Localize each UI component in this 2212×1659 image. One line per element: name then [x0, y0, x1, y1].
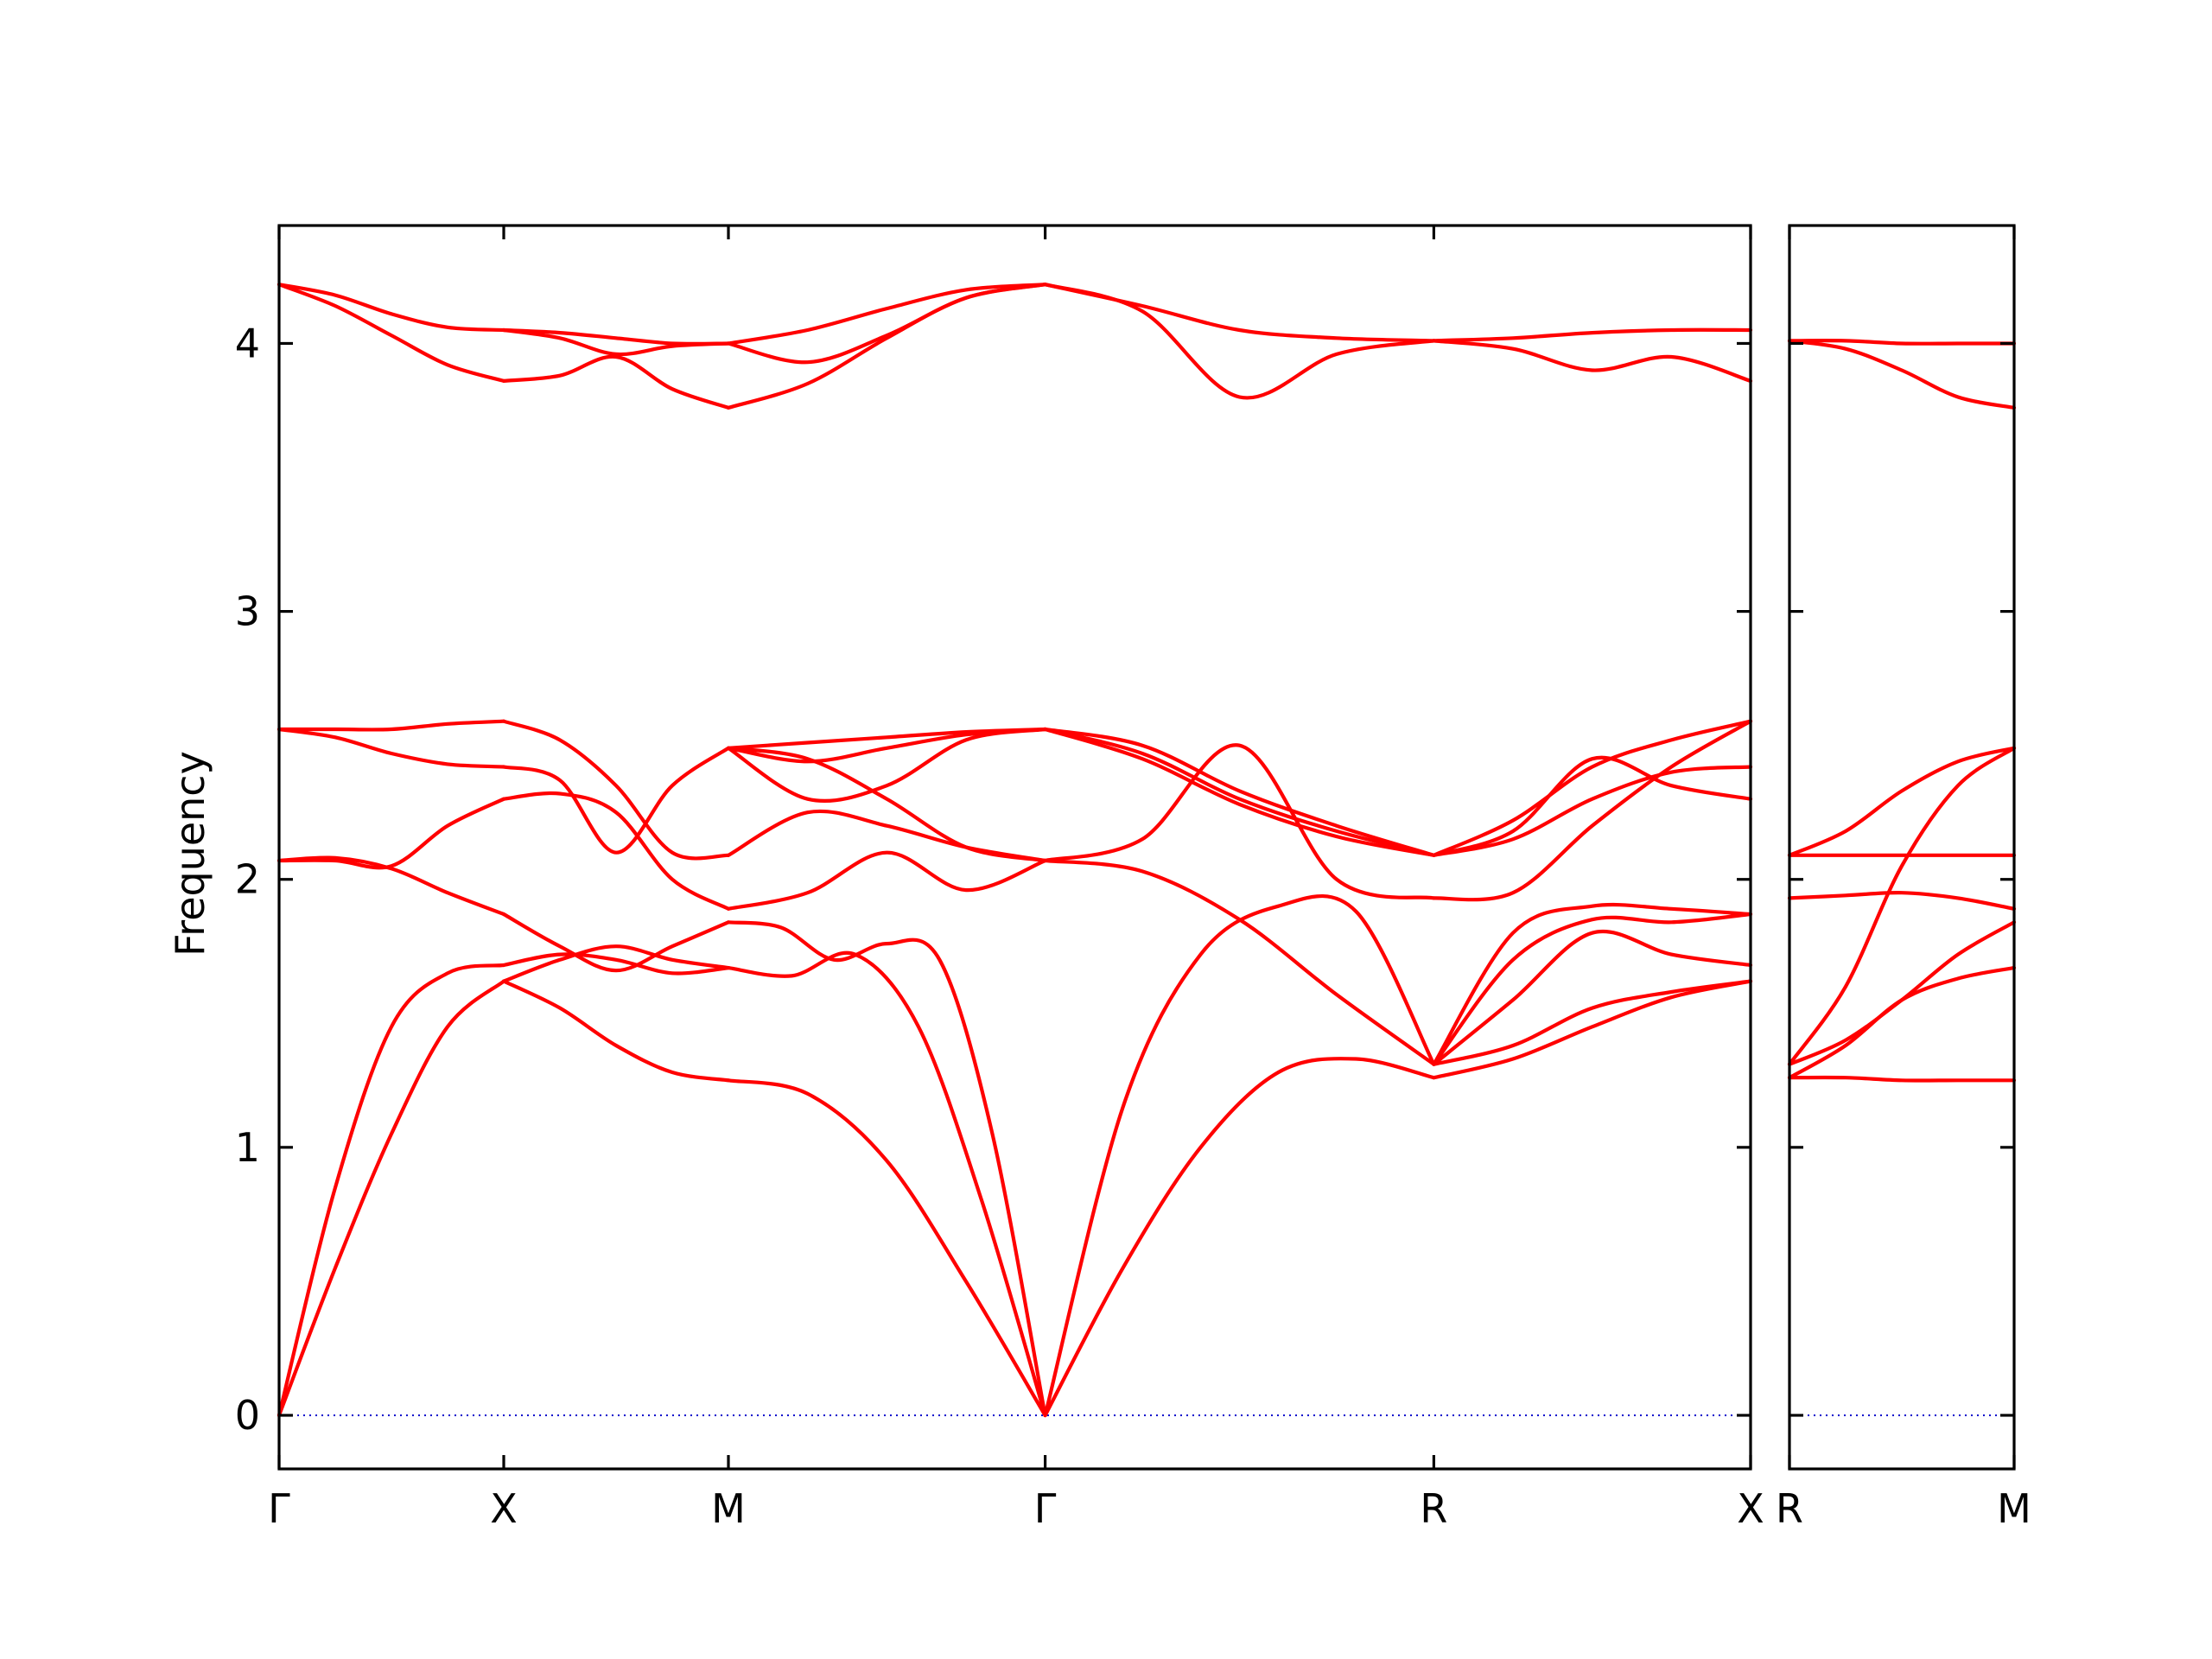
band-Γ-X-1 [276, 963, 506, 1418]
band-M-Γ-1 [726, 950, 1047, 1418]
band-M-Γ-6 [726, 727, 1047, 804]
band-R-M-7 [1787, 339, 2017, 410]
x-tick-label: X [490, 1485, 518, 1532]
band-X-M-7 [501, 354, 731, 410]
band-Γ-X-7 [276, 283, 506, 333]
x-tick-label: R [1420, 1485, 1447, 1532]
band-X-M-4 [501, 791, 731, 911]
band-R-X-3 [1432, 912, 1753, 1066]
band-Γ-X-4 [276, 727, 506, 769]
main-plot-panel: 0 1 2 3 4 Γ X M Γ R X [235, 224, 1764, 1532]
band-R-M-3 [1787, 746, 2017, 1066]
y-tick-label: 2 [235, 856, 260, 903]
band-Γ-R-1 [1043, 893, 1436, 1418]
band-R-M-4 [1787, 891, 2017, 911]
band-Γ-X-2 [276, 855, 506, 917]
band-Γ-R-3 [1043, 743, 1436, 900]
band-R-M-2 [1787, 920, 2017, 1066]
band-M-Γ-2 [726, 920, 1047, 1418]
band-X-M-9 [501, 327, 731, 346]
band-X-M-5 [501, 746, 731, 855]
band-X-M-0 [501, 979, 731, 1083]
band-M-Γ-8 [726, 727, 1047, 750]
band-Γ-R-8 [1043, 283, 1436, 343]
band-M-Γ-3 [726, 850, 1047, 911]
band-R-M-8 [1787, 339, 2017, 346]
plot-frame [1788, 224, 2016, 1471]
band-X-M-6 [501, 719, 731, 861]
band-Γ-R-0 [1043, 1056, 1436, 1418]
x-tick-label: X [1737, 1485, 1764, 1532]
y-tick-label: 3 [235, 588, 260, 635]
band-Γ-R-6 [1043, 727, 1436, 857]
band-R-X-6 [1432, 755, 1753, 857]
band-M-Γ-10 [726, 283, 1047, 365]
band-Γ-X-6 [276, 283, 506, 383]
band-X-M-1 [501, 944, 731, 983]
x-tick-label: Γ [1034, 1485, 1057, 1532]
band-R-X-8 [1432, 719, 1753, 857]
band-Γ-X-3 [276, 797, 506, 870]
band-Γ-R-4 [1043, 727, 1436, 857]
y-tick-label: 0 [235, 1392, 260, 1439]
x-tick-label: R [1776, 1485, 1803, 1532]
band-Γ-X-5 [276, 719, 506, 732]
band-M-Γ-9 [726, 283, 1047, 410]
band-R-X-5 [1432, 719, 1753, 902]
y-tick-label: 4 [235, 320, 260, 366]
band-R-X-4 [1432, 902, 1753, 1066]
band-R-M-0 [1787, 1075, 2017, 1083]
x-tick-label: Γ [268, 1485, 290, 1532]
band-Γ-X-0 [276, 979, 506, 1418]
band-X-M-2 [501, 952, 731, 976]
band-R-X-0 [1432, 979, 1753, 1080]
band-Γ-R-5 [1043, 727, 1436, 857]
band-M-Γ-11 [726, 283, 1047, 346]
y-tick-label: 1 [235, 1124, 260, 1171]
band-M-Γ-4 [726, 809, 1047, 863]
band-M-Γ-5 [726, 746, 1047, 863]
band-R-X-10 [1432, 327, 1753, 343]
band-R-X-7 [1432, 765, 1753, 857]
y-axis-label: Frequency [167, 751, 213, 957]
x-tick-label: M [1997, 1485, 2031, 1532]
plot-frame [277, 224, 1752, 1471]
band-X-M-3 [501, 912, 731, 973]
x-tick-label: M [711, 1485, 746, 1532]
band-R-X-2 [1432, 930, 1753, 1066]
band-R-X-9 [1432, 339, 1753, 383]
band-Γ-R-2 [1043, 858, 1436, 1066]
band-M-Γ-0 [726, 1078, 1047, 1418]
band-R-M-6 [1787, 746, 2017, 857]
band-R-X-1 [1432, 979, 1753, 1066]
